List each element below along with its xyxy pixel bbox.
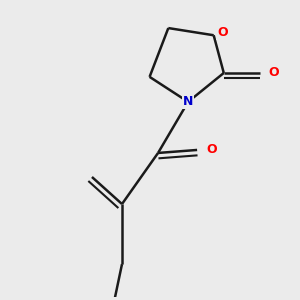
- Text: O: O: [218, 26, 228, 39]
- Text: N: N: [183, 95, 193, 108]
- Text: O: O: [206, 143, 217, 156]
- Text: O: O: [268, 67, 279, 80]
